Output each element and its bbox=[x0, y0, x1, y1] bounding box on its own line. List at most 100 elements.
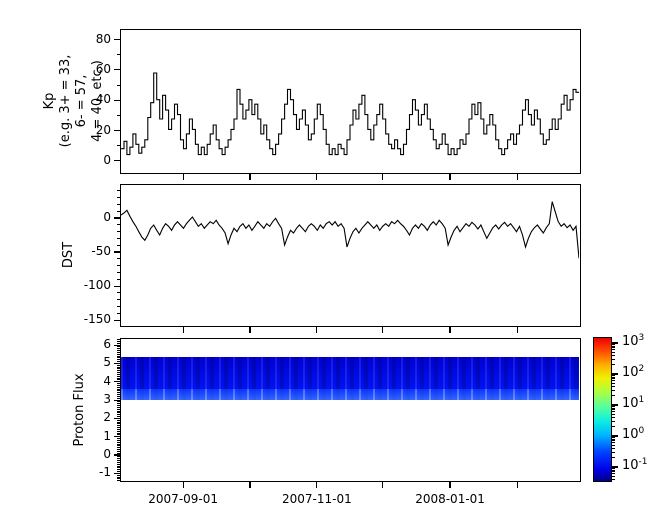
flux-ytick-minor bbox=[117, 377, 120, 379]
x-tick-mark bbox=[316, 482, 318, 488]
kp-ytick-mark bbox=[114, 69, 120, 71]
flux-ytick-mark bbox=[114, 344, 120, 346]
flux-ytick-minor bbox=[117, 384, 120, 386]
dst-axis-label: DST bbox=[61, 241, 76, 269]
x-tick-mark bbox=[249, 174, 251, 180]
flux-ytick-minor bbox=[117, 421, 120, 423]
colorbar-tick-minor bbox=[612, 364, 615, 366]
colorbar-tick-minor bbox=[612, 405, 615, 407]
flux-ytick-minor bbox=[117, 434, 120, 436]
x-tick-mark bbox=[517, 174, 519, 180]
flux-ytick-minor bbox=[117, 348, 120, 350]
flux-ytick-minor bbox=[117, 373, 120, 375]
kp-ytick-minor bbox=[117, 84, 120, 86]
x-tick-label: 2007-11-01 bbox=[281, 492, 352, 506]
dst-ytick-mark bbox=[114, 319, 120, 321]
dst-ytick-label: -100 bbox=[83, 278, 111, 293]
colorbar-tick-label: 101 bbox=[622, 395, 645, 411]
colorbar-tick-label: 103 bbox=[622, 333, 645, 349]
x-tick-mark bbox=[249, 327, 251, 333]
flux-ytick-minor bbox=[117, 395, 120, 397]
flux-ytick-minor bbox=[117, 340, 120, 342]
kp-ytick-label: 40 bbox=[95, 92, 111, 107]
flux-ytick-minor bbox=[117, 392, 120, 394]
x-tick-label: 2007-09-01 bbox=[148, 492, 219, 506]
flux-ytick-label: 6 bbox=[103, 337, 111, 352]
colorbar-tick-minor bbox=[612, 378, 615, 380]
flux-ytick-minor bbox=[117, 425, 120, 427]
flux-ytick-minor bbox=[117, 445, 120, 447]
flux-ytick-minor bbox=[117, 339, 120, 341]
dst-ytick-minor bbox=[117, 190, 120, 192]
kp-ytick-label: 20 bbox=[95, 122, 111, 137]
colorbar-tick-mark bbox=[612, 435, 618, 437]
dst-ytick-minor bbox=[117, 292, 120, 294]
kp-ytick-minor bbox=[117, 145, 120, 147]
flux-ytick-minor bbox=[117, 386, 120, 388]
kp-ytick-label: 0 bbox=[103, 152, 111, 167]
flux-ytick-minor bbox=[117, 359, 120, 361]
flux-ytick-minor bbox=[117, 412, 120, 414]
dst-ytick-minor bbox=[117, 306, 120, 308]
flux-ytick-minor bbox=[117, 408, 120, 410]
colorbar-tick-minor bbox=[612, 447, 615, 449]
colorbar-tick-label: 100 bbox=[622, 426, 645, 442]
colorbar-tick-minor bbox=[612, 442, 615, 444]
flux-ytick-minor bbox=[117, 383, 120, 385]
dst-ytick-minor bbox=[117, 272, 120, 274]
colorbar-tick-minor bbox=[612, 347, 615, 349]
flux-ytick-minor bbox=[117, 401, 120, 403]
flux-ytick-minor bbox=[117, 375, 120, 377]
flux-ytick-minor bbox=[117, 471, 120, 473]
flux-ytick-minor bbox=[117, 450, 120, 452]
flux-ytick-minor bbox=[117, 439, 120, 441]
flux-ytick-minor bbox=[117, 449, 120, 451]
flux-ytick-minor bbox=[117, 405, 120, 407]
colorbar-tick-minor bbox=[612, 407, 615, 409]
flux-ytick-minor bbox=[117, 460, 120, 462]
dst-ytick-minor bbox=[117, 312, 120, 314]
flux-band-row bbox=[121, 388, 579, 401]
flux-ytick-minor bbox=[117, 390, 120, 392]
colorbar-tick-minor bbox=[612, 444, 615, 446]
flux-ytick-minor bbox=[117, 355, 120, 357]
dst-ytick-minor bbox=[117, 197, 120, 199]
flux-ytick-minor bbox=[117, 474, 120, 476]
dst-ytick-mark bbox=[114, 251, 120, 253]
flux-ytick-mark bbox=[114, 472, 120, 474]
colorbar-tick-minor bbox=[612, 411, 615, 413]
dst-panel bbox=[120, 184, 581, 327]
flux-ytick-minor bbox=[117, 478, 120, 480]
flux-ytick-mark bbox=[114, 362, 120, 365]
x-tick-mark bbox=[182, 327, 184, 333]
colorbar-tick-minor bbox=[612, 451, 615, 453]
dst-ytick-minor bbox=[117, 237, 120, 239]
dst-ytick-minor bbox=[117, 224, 120, 226]
colorbar-tick-mark bbox=[612, 342, 618, 344]
x-tick-mark bbox=[449, 482, 451, 488]
colorbar-tick-minor bbox=[612, 436, 615, 438]
dst-ytick-label: -150 bbox=[83, 312, 111, 327]
dst-ytick-minor bbox=[117, 299, 120, 301]
colorbar-tick-minor bbox=[612, 413, 615, 415]
colorbar-tick-label: 10-1 bbox=[622, 457, 648, 473]
colorbar-tick-minor bbox=[612, 385, 615, 387]
flux-ytick-minor bbox=[117, 469, 120, 471]
proton-flux-panel bbox=[120, 338, 581, 482]
colorbar-tick-minor bbox=[612, 389, 615, 391]
x-tick-mark bbox=[382, 327, 384, 333]
flux-ytick-label: 4 bbox=[103, 373, 111, 388]
dst-ytick-mark bbox=[114, 285, 120, 287]
flux-ytick-minor bbox=[117, 452, 120, 454]
dst-ytick-mark bbox=[114, 217, 120, 219]
flux-ytick-minor bbox=[117, 416, 120, 418]
flux-ytick-minor bbox=[117, 379, 120, 381]
flux-ytick-label: 0 bbox=[103, 447, 111, 462]
flux-ytick-minor bbox=[117, 353, 120, 355]
proton-flux-heatmap-band bbox=[121, 357, 579, 401]
flux-ytick-mark bbox=[114, 454, 120, 456]
flux-ytick-minor bbox=[117, 372, 120, 374]
kp-series bbox=[121, 72, 579, 156]
colorbar-tick-minor bbox=[612, 426, 615, 428]
colorbar-tick-minor bbox=[612, 376, 615, 378]
